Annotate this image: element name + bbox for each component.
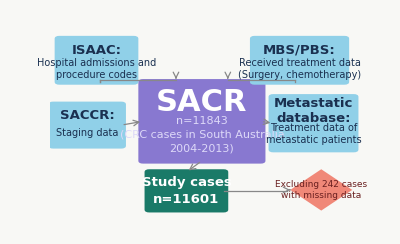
- FancyBboxPatch shape: [250, 36, 349, 85]
- FancyBboxPatch shape: [144, 169, 228, 213]
- Text: Excluding 242 cases
with missing data: Excluding 242 cases with missing data: [275, 180, 367, 200]
- Text: Study cases
n=11601: Study cases n=11601: [142, 176, 231, 206]
- FancyBboxPatch shape: [138, 79, 266, 164]
- Text: Received treatment data
(Surgery, chemotherapy): Received treatment data (Surgery, chemot…: [238, 58, 361, 80]
- Text: MBS/PBS:: MBS/PBS:: [263, 44, 336, 57]
- Text: Metastatic
database:: Metastatic database:: [274, 97, 353, 125]
- Text: n=11843
(CRC cases in South Australia
2004-2013): n=11843 (CRC cases in South Australia 20…: [120, 116, 284, 154]
- FancyBboxPatch shape: [55, 36, 138, 85]
- FancyBboxPatch shape: [268, 94, 358, 152]
- Text: Hospital admissions and
procedure codes: Hospital admissions and procedure codes: [37, 58, 156, 80]
- Text: Treatment data of
metastatic patients: Treatment data of metastatic patients: [266, 122, 361, 145]
- Polygon shape: [290, 169, 352, 211]
- Text: SACCR:: SACCR:: [60, 109, 114, 122]
- Text: SACR: SACR: [156, 88, 248, 117]
- Text: ISAAC:: ISAAC:: [72, 44, 122, 57]
- FancyBboxPatch shape: [48, 102, 126, 149]
- Text: Staging data: Staging data: [56, 128, 118, 138]
